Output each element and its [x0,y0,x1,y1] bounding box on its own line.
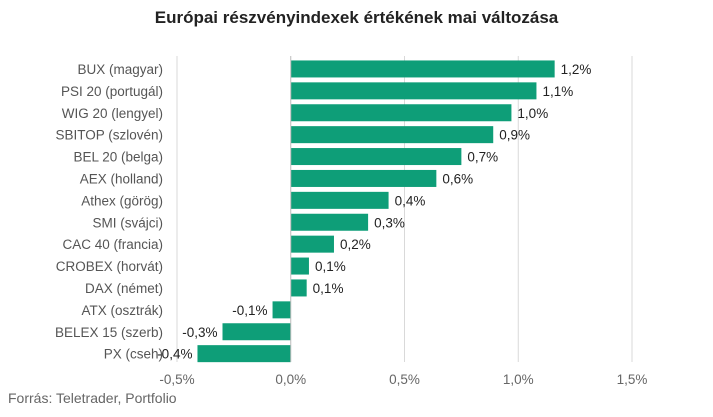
bar [290,126,494,144]
bar [290,279,307,297]
category-label: WIG 20 (lengyel) [62,106,163,121]
data-label: -0,4% [157,347,192,362]
category-label: BELEX 15 (szerb) [55,325,163,340]
category-label: AEX (holland) [80,171,163,186]
x-tick-label: 0,5% [389,372,420,387]
data-label: 0,3% [374,215,405,230]
bar [290,213,369,231]
data-label: 1,0% [517,106,548,121]
category-label: BUX (magyar) [77,62,163,77]
category-label: PX (cseh) [104,347,163,362]
x-tick-label: 1,0% [503,372,534,387]
bar [290,82,537,100]
data-label: 1,1% [542,84,573,99]
data-label: 0,1% [315,259,346,274]
data-label: 0,7% [467,150,498,165]
category-label: Athex (görög) [81,193,163,208]
source-note: Forrás: Teletrader, Portfolio [8,390,177,406]
data-label: 0,6% [442,171,473,186]
bar [290,235,334,253]
category-label: SBITOP (szlovén) [55,128,163,143]
data-label: -0,3% [182,325,217,340]
bar [290,148,462,166]
category-label: ATX (osztrák) [81,303,163,318]
bar [197,345,291,363]
data-label: 0,4% [395,193,426,208]
bar [290,104,512,122]
category-label: CROBEX (horvát) [56,259,163,274]
bar [222,323,291,341]
category-label: SMI (svájci) [93,215,164,230]
data-label: 0,2% [340,237,371,252]
data-label: 0,1% [313,281,344,296]
bar [290,60,555,78]
x-tick-label: 1,5% [617,372,648,387]
chart-title: Európai részvényindexek értékének mai vá… [154,8,559,27]
bar [272,301,291,319]
bar [290,257,309,275]
data-label: 1,2% [561,62,592,77]
category-label: BEL 20 (belga) [73,150,163,165]
category-label: DAX (német) [85,281,163,296]
x-tick-label: 0,0% [275,372,306,387]
bar [290,191,389,209]
x-tick-label: -0,5% [159,372,194,387]
bar [290,169,437,187]
category-label: PSI 20 (portugál) [61,84,163,99]
data-label: -0,1% [232,303,267,318]
data-label: 0,9% [499,128,530,143]
category-label: CAC 40 (francia) [62,237,163,252]
